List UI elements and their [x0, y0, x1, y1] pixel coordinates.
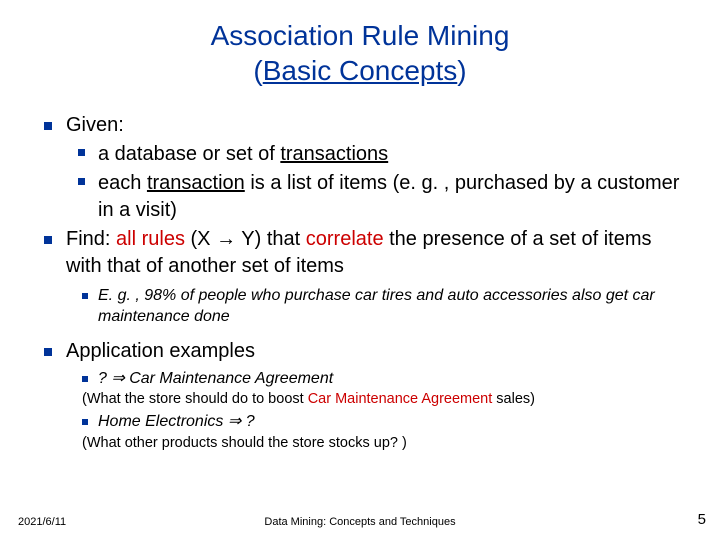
given-a-uline: transactions — [280, 143, 388, 165]
bullet-given-a: a database or set of transactions — [98, 141, 684, 168]
find-red2: correlate — [306, 228, 384, 250]
example-text: E. g. , 98% of people who purchase car t… — [98, 287, 655, 325]
app1-text: Car Maintenance Agreement — [129, 370, 333, 387]
content-list: Given: a database or set of transactions… — [36, 112, 684, 453]
bullet-example: E. g. , 98% of people who purchase car t… — [98, 286, 684, 328]
given-b-pre: each — [98, 172, 147, 194]
footer-center: Data Mining: Concepts and Techniques — [0, 516, 720, 528]
title-paren-close: ) — [457, 55, 466, 86]
slide-container: Association Rule Mining (Basic Concepts)… — [0, 0, 720, 540]
title-paren-open: ( — [253, 55, 262, 86]
app2-note-text: (What other products should the store st… — [82, 435, 407, 451]
find-red1: all rules — [116, 228, 185, 250]
app2-q: ? — [246, 413, 255, 430]
slide-title: Association Rule Mining (Basic Concepts) — [36, 18, 684, 88]
double-arrow-icon-2: ⇒ — [228, 413, 246, 430]
find-pre: Find: — [66, 228, 116, 250]
bullet-given-b: each transaction is a list of items (e. … — [98, 170, 684, 224]
app1-q: ? — [98, 370, 107, 387]
title-line1: Association Rule Mining — [211, 20, 510, 51]
double-arrow-icon: ⇒ — [107, 370, 129, 387]
right-arrow-icon: → — [216, 228, 236, 250]
given-label: Given: — [66, 114, 124, 136]
bullet-find: Find: all rules (X → Y) that correlate t… — [66, 226, 684, 280]
title-line2: Basic Concepts — [263, 55, 458, 86]
find-post-arrow: Y) that — [236, 228, 306, 250]
bullet-given: Given: — [66, 112, 684, 139]
bullet-app2: Home Electronics ⇒ ? — [98, 412, 684, 433]
app1-note-pre: (What the store should do to boost — [82, 391, 308, 407]
app1-note-post: sales) — [492, 391, 535, 407]
app1-note-red: Car Maintenance Agreement — [308, 391, 493, 407]
given-a-pre: a database or set of — [98, 143, 280, 165]
app-label: Application examples — [66, 340, 255, 362]
bullet-applications: Application examples — [66, 338, 684, 365]
app1-note: (What the store should do to boost Car M… — [82, 390, 684, 409]
bullet-app1: ? ⇒ Car Maintenance Agreement — [98, 369, 684, 390]
app2-note: (What other products should the store st… — [82, 434, 684, 453]
find-mid: (X — [185, 228, 216, 250]
app2-text: Home Electronics — [98, 413, 228, 430]
given-b-uline: transaction — [147, 172, 245, 194]
footer-page-number: 5 — [698, 511, 706, 528]
